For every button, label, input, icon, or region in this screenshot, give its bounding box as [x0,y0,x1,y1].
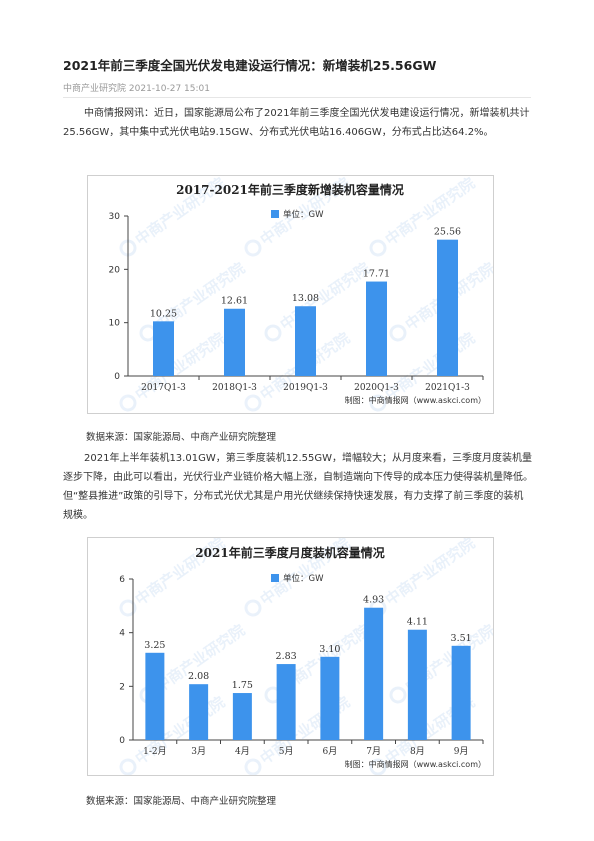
bar-value-label: 12.61 [221,296,248,307]
bar-value-label: 2.83 [276,651,297,662]
analysis-paragraph-text: 2021年上半年装机13.01GW，第三季度装机12.55GW，增幅较大；从月度… [63,453,533,521]
x-tick-label: 3月 [191,746,206,757]
x-tick-label: 2019Q1-3 [283,383,328,393]
watermark-circle-icon [389,324,407,342]
y-tick-label: 10 [109,319,121,329]
bar [189,684,209,740]
x-tick-label: 8月 [410,746,425,757]
watermark-circle-icon [119,394,137,412]
y-tick-label: 20 [109,265,121,275]
bar-value-label: 13.08 [292,293,319,304]
chart-title: 2017-2021年前三季度新增装机容量情况 [176,182,404,197]
x-tick-label: 2020Q1-3 [354,383,399,393]
monthly-installation-chart: 中商产业研究院 中商产业研究院 中商产业研究院 中商产业研究院 中商产业研究院 中商产业研… [87,537,494,776]
y-tick-label: 0 [114,372,120,382]
bar [295,306,316,376]
title-divider [63,97,531,98]
x-tick-label: 4月 [235,746,250,757]
bar [276,664,296,740]
bar-value-label: 17.71 [363,269,390,280]
legend-label: 单位：GW [283,209,324,220]
chart-title: 2021年前三季度月度装机容量情况 [195,545,384,560]
bar-value-label: 25.56 [434,227,461,238]
bar [364,607,384,740]
legend-swatch [271,210,279,218]
y-tick-label: 30 [109,212,121,222]
bar-value-label: 3.51 [451,633,472,644]
bar-value-label: 10.25 [150,308,177,319]
bar-value-label: 2.08 [188,671,209,682]
watermark-text: 中商产业研究院 [382,538,478,609]
intro-paragraph: 中商情报网讯：近日，国家能源局公布了2021年前三季度全国光伏发电建设运行情况，… [63,104,533,142]
bar-value-label: 3.10 [319,644,340,655]
watermark-circle-icon [119,758,137,775]
annual-installation-chart: 中商产业研究院 中商产业研究院 中商产业研究院 中商产业研究院 中商产业研究院 中商产业研… [87,175,494,414]
x-tick-label: 2018Q1-3 [212,383,257,393]
analysis-paragraph: 2021年上半年装机13.01GW，第三季度装机12.55GW，增幅较大；从月度… [63,449,533,525]
watermark-circle-icon [264,324,282,342]
bar [407,629,427,740]
source-note-2: 数据来源：国家能源局、中商产业研究院整理 [86,796,277,807]
bar [366,281,387,376]
watermark-logo-icon: 中商产业研究院 [119,693,228,775]
watermark-circle-icon [244,599,262,617]
watermark-circle-icon [369,239,387,257]
bar [320,656,340,740]
x-tick-label: 9月 [454,746,469,757]
watermark-circle-icon [119,239,137,257]
bar [437,239,458,376]
x-tick-label: 2017Q1-3 [141,383,186,393]
intro-paragraph-text: 中商情报网讯：近日，国家能源局公布了2021年前三季度全国光伏发电建设运行情况，… [63,108,530,138]
x-tick-label: 1-2月 [143,746,167,757]
watermark-circle-icon [369,394,387,412]
watermark-circle-icon [119,599,137,617]
x-tick-label: 7月 [366,746,381,757]
bar-value-label: 1.75 [232,680,253,691]
y-tick-label: 0 [119,736,125,746]
watermark-circle-icon [369,758,387,775]
y-tick-label: 4 [119,629,125,639]
bar-value-label: 4.93 [363,595,384,606]
legend-label: 单位：GW [283,573,324,584]
watermark-circle-icon [389,686,407,704]
article-source-name[interactable]: 中商产业研究院 [63,84,127,94]
bar [153,321,174,376]
source-note-1: 数据来源：国家能源局、中商产业研究院整理 [86,432,277,443]
bar [224,308,245,376]
legend-swatch [271,574,279,582]
chart-credit: 制图：中商情报网（www.askci.com） [345,395,486,405]
watermark-circle-icon [244,394,262,412]
y-tick-label: 6 [119,575,125,585]
y-tick-label: 2 [119,682,125,692]
x-tick-label: 5月 [279,746,294,757]
bar-value-label: 4.11 [407,617,428,628]
x-tick-label: 2021Q1-3 [425,383,470,393]
bar-value-label: 3.25 [144,640,165,651]
bar [232,693,252,740]
bar [145,652,165,740]
watermark-circle-icon [244,239,262,257]
watermark-circle-icon [244,758,262,775]
bar [451,645,471,740]
watermark-logo-icon: 中商产业研究院 [389,621,493,704]
article-meta: 中商产业研究院 2021-10-27 15:01 [63,81,210,94]
chart-credit: 制图：中商情报网（www.askci.com） [345,759,486,769]
x-tick-label: 6月 [323,746,338,757]
article-title: 2021年前三季度全国光伏发电建设运行情况：新增装机25.56GW [63,58,437,73]
article-date: 2021-10-27 15:01 [128,84,210,94]
